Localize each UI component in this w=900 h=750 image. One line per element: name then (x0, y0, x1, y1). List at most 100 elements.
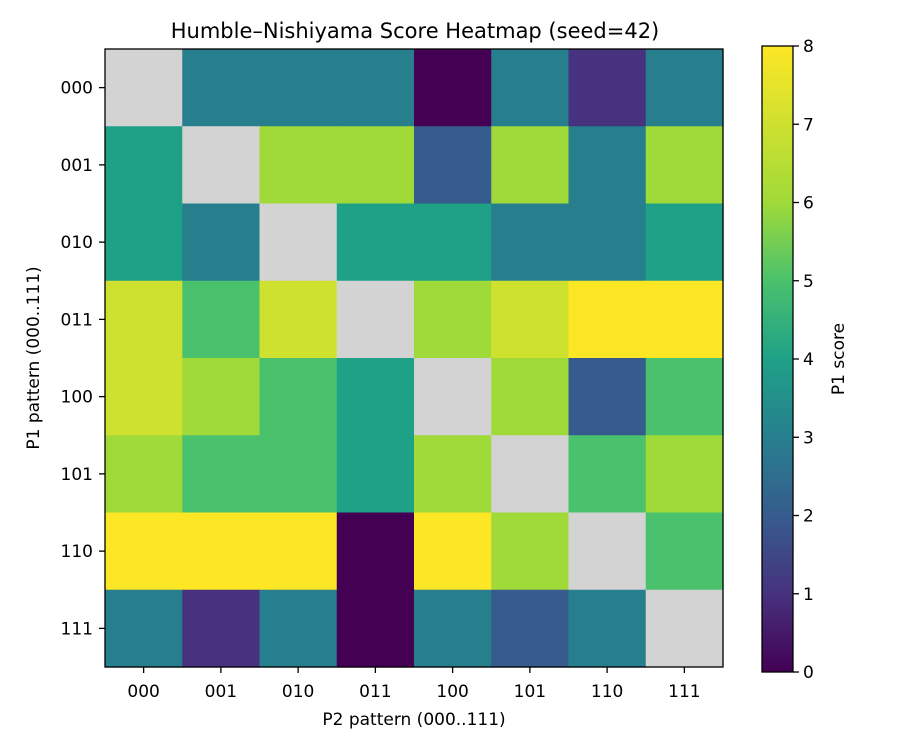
heatmap-cell (491, 203, 570, 282)
heatmap-cell (491, 280, 570, 359)
colorbar-gradient (762, 46, 793, 672)
colorbar-tick-label: 4 (803, 350, 814, 370)
heatmap-cell (491, 512, 570, 591)
heatmap-cell (336, 280, 415, 359)
heatmap-cell (645, 280, 724, 359)
heatmap-cell (182, 49, 261, 127)
chart-title: Humble–Nishiyama Score Heatmap (seed=42) (171, 19, 660, 43)
heatmap-cell (182, 203, 261, 282)
heatmap-cell (645, 435, 724, 514)
y-tick-label: 110 (61, 542, 93, 562)
heatmap-cell (336, 358, 415, 436)
y-axis-label: P1 pattern (000..111) (24, 266, 44, 449)
heatmap-cell (336, 126, 415, 205)
heatmap-cell (182, 126, 261, 205)
heatmap-cell (645, 203, 724, 282)
x-tick-label: 000 (127, 682, 159, 702)
heatmap-cell (568, 589, 647, 668)
heatmap-cell (105, 435, 183, 514)
heatmap-cell (568, 280, 647, 359)
colorbar: 0 1 2 3 4 5 6 7 8 P1 score (761, 37, 849, 683)
heatmap-cell (336, 49, 415, 127)
heatmap-cell (414, 435, 492, 514)
heatmap-cell (568, 126, 647, 205)
heatmap-cell (414, 358, 492, 436)
heatmap-cells (105, 49, 724, 668)
heatmap-cell (645, 589, 724, 668)
colorbar-label: P1 score (829, 323, 849, 395)
heatmap-cell (336, 435, 415, 514)
heatmap-cell (645, 49, 724, 127)
colorbar-tick-label: 7 (803, 115, 814, 135)
heatmap-cell (491, 435, 570, 514)
heatmap-cell (105, 358, 183, 436)
y-tick-label: 100 (61, 388, 93, 408)
heatmap-cell (568, 358, 647, 436)
heatmap-cell (568, 435, 647, 514)
y-tick-label: 111 (61, 619, 93, 639)
x-tick-label: 001 (205, 682, 237, 702)
heatmap-cell (491, 126, 570, 205)
y-tick-label: 011 (61, 310, 93, 330)
heatmap-cell (259, 435, 338, 514)
y-tick-label: 101 (61, 465, 93, 485)
colorbar-tick-label: 3 (803, 428, 814, 448)
heatmap-cell (491, 49, 570, 127)
heatmap-cell (182, 280, 261, 359)
heatmap-cell (259, 358, 338, 436)
plot-frame (104, 48, 724, 668)
y-tick-label: 000 (61, 79, 93, 99)
heatmap-cell (491, 358, 570, 436)
colorbar-tick-label: 0 (803, 663, 814, 683)
heatmap-cell (182, 512, 261, 591)
heatmap-cell (414, 512, 492, 591)
heatmap-cell (105, 126, 183, 205)
heatmap-cell (182, 589, 261, 668)
heatmap-cell (259, 203, 338, 282)
heatmap-cell (414, 49, 492, 127)
heatmap-cell (182, 435, 261, 514)
x-axis-ticks: 000 001 010 011 100 101 110 111 (127, 667, 701, 702)
heatmap-cell (105, 49, 183, 127)
colorbar-tick-label: 8 (803, 37, 814, 57)
x-tick-label: 100 (436, 682, 468, 702)
heatmap-cell (336, 512, 415, 591)
heatmap-cell (259, 126, 338, 205)
heatmap-cell (568, 203, 647, 282)
heatmap-cell (414, 280, 492, 359)
heatmap-cell (259, 512, 338, 591)
x-tick-label: 101 (514, 682, 546, 702)
heatmap-cell (105, 512, 183, 591)
heatmap-cell (645, 512, 724, 591)
colorbar-ticks: 0 1 2 3 4 5 6 7 8 (793, 37, 814, 683)
heatmap-cell (336, 203, 415, 282)
heatmap-cell (414, 126, 492, 205)
heatmap-cell (259, 49, 338, 127)
y-tick-label: 010 (61, 233, 93, 253)
heatmap-cell (414, 203, 492, 282)
heatmap-cell (414, 589, 492, 668)
colorbar-tick-label: 1 (803, 585, 814, 605)
colorbar-tick-label: 2 (803, 507, 814, 527)
heatmap-cell (645, 126, 724, 205)
colorbar-tick-label: 6 (803, 194, 814, 214)
heatmap-cell (568, 49, 647, 127)
x-tick-label: 111 (668, 682, 700, 702)
colorbar-tick-label: 5 (803, 272, 814, 292)
heatmap-cell (105, 280, 183, 359)
x-tick-label: 011 (359, 682, 391, 702)
heatmap-cell (336, 589, 415, 668)
heatmap-cell (259, 280, 338, 359)
heatmap-cell (105, 589, 183, 668)
x-tick-label: 010 (282, 682, 314, 702)
x-tick-label: 110 (591, 682, 623, 702)
heatmap-cell (645, 358, 724, 436)
heatmap-cell (259, 589, 338, 668)
heatmap-cell (105, 203, 183, 282)
heatmap-cell (491, 589, 570, 668)
y-axis-ticks: 000 001 010 011 100 101 110 111 (61, 79, 105, 639)
heatmap-cell (568, 512, 647, 591)
y-tick-label: 001 (61, 156, 93, 176)
x-axis-label: P2 pattern (000..111) (322, 710, 505, 730)
